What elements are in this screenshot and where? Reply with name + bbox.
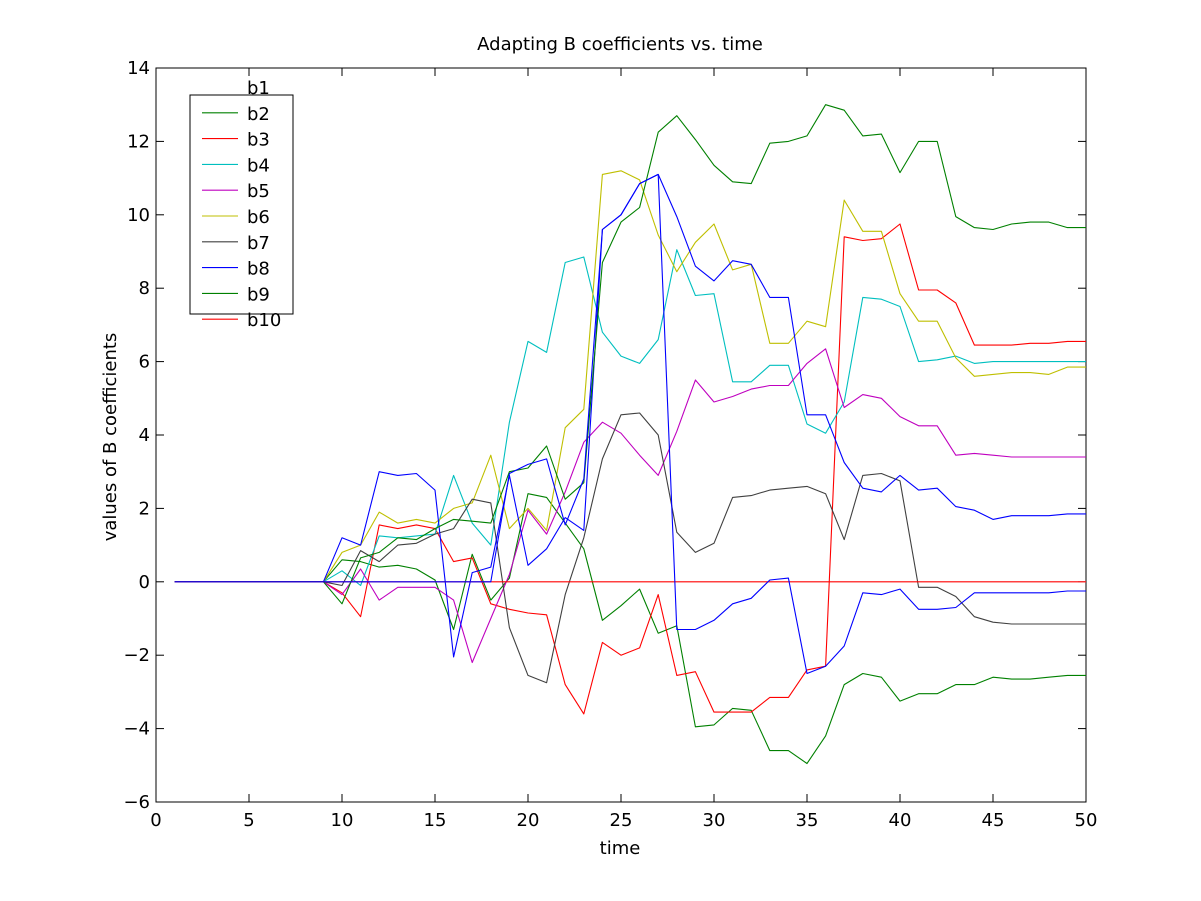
series-line-b6 xyxy=(174,170,1086,583)
legend-label-b1: b1 xyxy=(247,78,270,99)
y-tick-label: −4 xyxy=(123,719,150,740)
series-layer xyxy=(174,104,1086,765)
y-tick-label: −6 xyxy=(123,792,150,813)
y-tick-label: −2 xyxy=(123,645,150,666)
series-line-b7 xyxy=(174,412,1086,684)
legend-label-b10: b10 xyxy=(247,310,281,331)
x-tick-label: 40 xyxy=(889,810,912,831)
series-line-b8 xyxy=(174,173,1086,675)
y-tick-label: 6 xyxy=(139,352,150,373)
x-tick-label: 15 xyxy=(424,810,447,831)
y-tick-label: 14 xyxy=(127,58,150,79)
plot-area xyxy=(155,67,1087,803)
x-tick-label: 45 xyxy=(982,810,1005,831)
x-tick-label: 50 xyxy=(1075,810,1098,831)
x-tick-label: 25 xyxy=(610,810,633,831)
y-tick-label: 0 xyxy=(139,572,150,593)
y-tick-label: 4 xyxy=(139,425,150,446)
y-tick-label: 10 xyxy=(127,205,150,226)
legend-box xyxy=(189,94,294,315)
series-line-b4 xyxy=(174,249,1086,587)
x-tick-label: 30 xyxy=(703,810,726,831)
legend-label-b2: b2 xyxy=(247,104,270,125)
y-tick-label: 8 xyxy=(139,278,150,299)
chart-title: Adapting B coefficients vs. time xyxy=(477,34,763,55)
x-tick-label: 35 xyxy=(796,810,819,831)
x-tick-label: 20 xyxy=(517,810,540,831)
series-line-b9 xyxy=(174,104,1086,605)
legend-label-b5: b5 xyxy=(247,181,270,202)
series-line-b2 xyxy=(174,493,1086,765)
x-axis: 0 5 10 15 20 25 30 35 40 45 50 xyxy=(150,68,1097,831)
x-tick-label: 10 xyxy=(331,810,354,831)
y-tick-label: 12 xyxy=(127,131,150,152)
legend-label-b6: b6 xyxy=(247,207,270,228)
series-line-b5 xyxy=(174,348,1086,664)
y-tick-label: 2 xyxy=(139,498,150,519)
y-axis-label: values of B coefficients xyxy=(100,333,121,542)
legend: b1 b2 b3 b4 b5 b6 b7 b8 b9 b10 xyxy=(189,78,294,331)
x-tick-label: 0 xyxy=(150,810,161,831)
legend-label-b7: b7 xyxy=(247,233,270,254)
x-axis-label: time xyxy=(600,838,641,859)
legend-label-b8: b8 xyxy=(247,259,270,280)
legend-label-b4: b4 xyxy=(247,155,270,176)
y-axis: −6 −4 −2 0 2 4 6 8 10 12 14 xyxy=(123,58,1086,813)
legend-label-b9: b9 xyxy=(247,284,270,305)
plot-frame xyxy=(155,67,1087,803)
x-tick-label: 5 xyxy=(243,810,254,831)
legend-label-b3: b3 xyxy=(247,130,270,151)
